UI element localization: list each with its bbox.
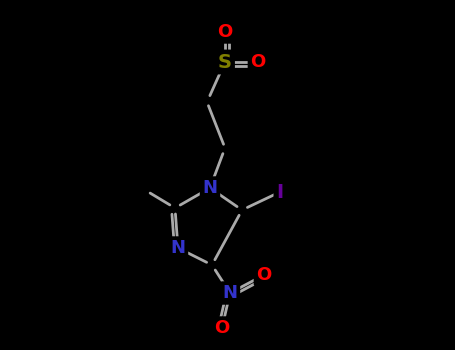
Text: N: N [222,284,238,302]
Text: N: N [171,239,186,257]
Text: I: I [277,182,283,202]
Text: N: N [202,179,217,197]
Text: S: S [218,52,232,71]
Text: O: O [214,319,230,337]
Text: O: O [217,23,233,41]
Text: O: O [250,53,266,71]
Text: O: O [256,266,272,284]
